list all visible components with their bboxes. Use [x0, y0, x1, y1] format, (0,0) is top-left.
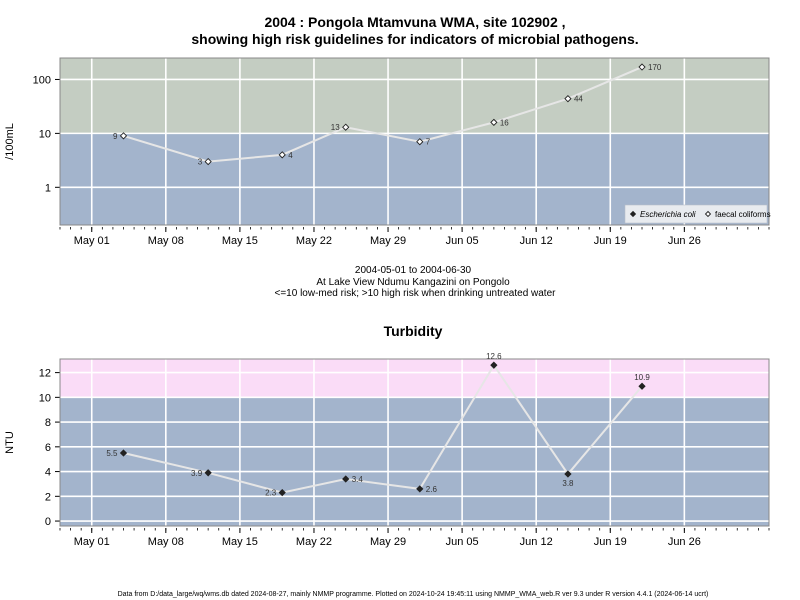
x-tick-label: May 29	[370, 235, 406, 247]
microbial-panel: May 01 May 08 May 15 May 22 May 29 Jun 05 Jun …	[4, 57, 771, 247]
y-tick-label: 8	[45, 417, 51, 429]
data-label: 10.9	[634, 373, 650, 382]
high-risk-band	[60, 359, 769, 398]
data-point	[638, 63, 646, 71]
series-line	[123, 66, 643, 163]
x-tick-label: May 29	[370, 536, 406, 548]
turbidity-title: Turbidity	[384, 323, 443, 339]
data-label: 2.6	[426, 485, 438, 494]
x-tick-label: Jun 05	[446, 235, 479, 247]
series-line	[123, 363, 643, 494]
data-label: 3	[198, 158, 203, 167]
x-tick-label: May 22	[296, 536, 332, 548]
x-tick-label: Jun 26	[668, 235, 701, 247]
turbidity-panel: May 01 May 08 May 15 May 22 May 29 Jun 05 Jun …	[4, 352, 770, 548]
legend-box	[624, 204, 768, 224]
data-point	[278, 488, 286, 497]
data-point	[204, 157, 212, 166]
data-label: 44	[574, 95, 583, 104]
high-risk-band	[60, 58, 769, 134]
y-tick-label: 0	[45, 516, 51, 528]
data-label: 3.4	[352, 475, 364, 484]
x-tick-label: Jun 26	[668, 536, 701, 548]
x-tick-label: May 15	[222, 536, 258, 548]
x-tick-label: Jun 12	[520, 536, 553, 548]
data-point	[278, 151, 286, 159]
data-label: 3.9	[191, 469, 203, 478]
x-tick-label: May 01	[74, 235, 110, 247]
x-tick-label: Jun 12	[520, 235, 553, 247]
y-tick-label: 100	[33, 74, 51, 86]
y-tick-label: 10	[39, 392, 51, 404]
data-label: 12.6	[486, 352, 502, 361]
y-axis-label: NTU	[4, 431, 16, 454]
x-tick-label: May 15	[222, 235, 258, 247]
plot-frame	[59, 358, 770, 527]
data-point	[490, 361, 498, 369]
data-point	[564, 470, 572, 478]
y-tick-label: 4	[45, 467, 51, 479]
x-tick-label: Jun 19	[594, 536, 627, 548]
data-point	[638, 382, 646, 390]
data-point	[204, 469, 212, 477]
data-label: 2.3	[265, 489, 277, 498]
data-label: 5.5	[106, 449, 118, 458]
data-point	[119, 132, 128, 140]
legend: Escherichia coli faecal coliforms	[624, 204, 771, 224]
chart-title-line1: 2004 : Pongola Mtamvuna WMA, site 102902…	[264, 14, 565, 30]
chart-title-line2: showing high risk guidelines for indicat…	[191, 31, 638, 47]
legend-label: Escherichia coli	[640, 210, 696, 219]
low-risk-band	[60, 397, 769, 526]
legend-label: faecal coliforms	[715, 210, 771, 219]
data-point	[416, 485, 424, 493]
data-label: 4	[288, 151, 293, 160]
data-label: 13	[331, 123, 340, 132]
legend-marker	[629, 210, 637, 218]
data-label: 16	[500, 118, 509, 127]
risk-note: <=10 low-med risk; >10 high risk when dr…	[275, 288, 557, 299]
data-point	[119, 449, 128, 457]
y-tick-label: 1	[45, 182, 51, 194]
y-tick-label: 12	[39, 368, 51, 380]
data-point	[342, 475, 350, 483]
date-range: 2004-05-01 to 2004-06-30	[355, 265, 472, 276]
y-tick-label: 2	[45, 491, 51, 503]
data-point	[490, 118, 498, 127]
x-tick-label: May 08	[148, 235, 184, 247]
footer-note: Data from D:/data_large/wq/wms.db dated …	[118, 591, 709, 598]
x-tick-label: May 22	[296, 235, 332, 247]
x-tick-label: Jun 19	[594, 235, 627, 247]
plot-frame	[59, 57, 770, 226]
legend-marker	[704, 210, 712, 218]
data-label: 7	[426, 138, 431, 147]
y-axis-label: /100mL	[4, 123, 16, 160]
data-label: 3.8	[562, 479, 574, 488]
y-tick-label: 6	[45, 442, 51, 454]
x-tick-label: Jun 05	[446, 536, 479, 548]
x-tick-label: May 08	[148, 536, 184, 548]
data-point	[342, 123, 350, 131]
x-tick-label: May 01	[74, 536, 110, 548]
data-point	[564, 95, 572, 103]
site-location: At Lake View Ndumu Kangazini on Pongolo	[316, 277, 510, 288]
data-label: 9	[113, 132, 118, 141]
y-tick-label: 10	[39, 128, 51, 140]
data-label: 170	[648, 63, 662, 72]
data-point	[416, 138, 424, 146]
